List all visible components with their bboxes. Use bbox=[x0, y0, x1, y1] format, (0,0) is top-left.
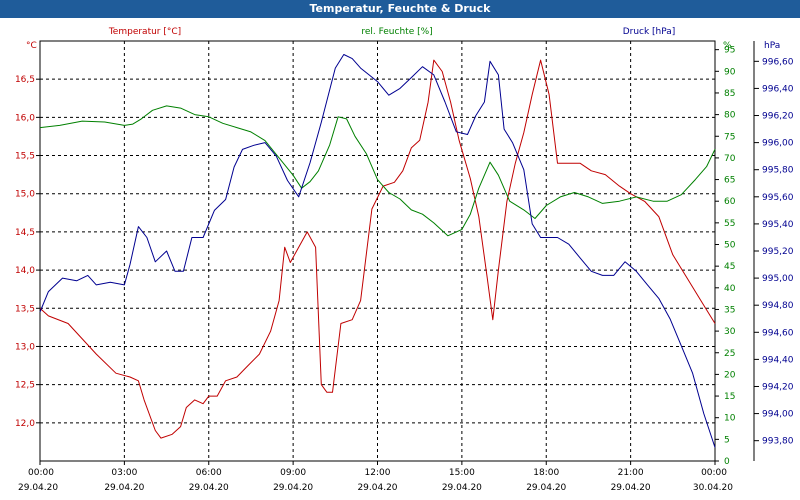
pressure-tick-label: 994,60 bbox=[762, 328, 794, 338]
humidity-tick-label: 5 bbox=[724, 435, 730, 445]
pressure-tick-label: 996,20 bbox=[762, 112, 794, 122]
pressure-tick-label: 994,00 bbox=[762, 410, 794, 420]
temperature-tick-label: 13,0 bbox=[15, 342, 35, 352]
temperature-axis: 12,0 12,5 13,0 13,5 14,0 14,5 15,0 15,5 16,0 16,5 bbox=[15, 75, 40, 429]
humidity-tick-label: 40 bbox=[724, 284, 736, 294]
pressure-tick-label: 995,20 bbox=[762, 247, 794, 257]
humidity-tick-label: 85 bbox=[724, 89, 735, 99]
humidity-tick-label: 70 bbox=[724, 154, 736, 164]
pressure-tick-label: 995,00 bbox=[762, 274, 794, 284]
pressure-tick-label: 994,80 bbox=[762, 301, 794, 311]
series-line-humidity bbox=[39, 105, 716, 237]
date-tick-label: 29.04.20 bbox=[442, 483, 482, 493]
temperature-tick-label: 14,5 bbox=[15, 228, 35, 238]
temperature-tick-label: 13,5 bbox=[15, 304, 35, 314]
pressure-tick-label: 994,20 bbox=[762, 382, 794, 392]
pressure-tick-label: 996,40 bbox=[762, 84, 794, 94]
humidity-axis: 0 5 10 15 20 25 30 35 40 45 50 55 60 65 70 75 80 85 90 95 bbox=[715, 46, 736, 467]
grid-lines bbox=[40, 41, 715, 461]
temperature-tick-label: 16,0 bbox=[15, 113, 35, 123]
pressure-tick-label: 994,40 bbox=[762, 355, 794, 365]
pressure-tick-label: 995,60 bbox=[762, 193, 794, 203]
humidity-tick-label: 55 bbox=[724, 219, 735, 229]
time-tick-label: 12:00 bbox=[365, 468, 391, 478]
pressure-axis-label: Druck [hPa] bbox=[623, 27, 676, 37]
temperature-tick-label: 12,0 bbox=[15, 419, 35, 429]
humidity-tick-label: 0 bbox=[724, 457, 730, 467]
date-tick-label: 29.04.20 bbox=[357, 483, 397, 493]
date-tick-label: 29.04.20 bbox=[18, 483, 58, 493]
humidity-tick-label: 25 bbox=[724, 349, 735, 359]
temperature-axis-label: Temperatur [°C] bbox=[108, 27, 181, 37]
temperature-unit-label: °C bbox=[26, 41, 37, 51]
date-tick-label: 29.04.20 bbox=[611, 483, 651, 493]
humidity-tick-label: 75 bbox=[724, 132, 735, 142]
temperature-tick-label: 16,5 bbox=[15, 75, 35, 85]
humidity-axis-label: rel. Feuchte [%] bbox=[361, 27, 432, 37]
time-tick-label: 03:00 bbox=[111, 468, 137, 478]
pressure-axis: 993,80 994,00 994,20 994,40 994,60 994,80 995,… bbox=[753, 41, 794, 461]
humidity-unit-label: % bbox=[723, 41, 732, 51]
humidity-tick-label: 20 bbox=[724, 370, 736, 380]
humidity-tick-label: 60 bbox=[724, 197, 736, 207]
date-tick-label: 29.04.20 bbox=[273, 483, 313, 493]
pressure-tick-label: 996,60 bbox=[762, 57, 794, 67]
humidity-tick-label: 30 bbox=[724, 327, 736, 337]
temperature-tick-label: 15,5 bbox=[15, 152, 35, 162]
temperature-tick-label: 14,0 bbox=[15, 266, 35, 276]
pressure-tick-label: 995,80 bbox=[762, 166, 794, 176]
time-tick-label: 00:00 bbox=[28, 468, 54, 478]
time-tick-label: 15:00 bbox=[449, 468, 475, 478]
humidity-tick-label: 95 bbox=[724, 46, 735, 56]
time-axis: 00:00 29.04.20 03:00 29.04.20 06:00 29.04.20 0… bbox=[18, 461, 733, 493]
time-tick-label: 09:00 bbox=[280, 468, 306, 478]
time-tick-label: 00:00 bbox=[701, 468, 727, 478]
series-group bbox=[39, 54, 716, 448]
date-tick-label: 29.04.20 bbox=[526, 483, 566, 493]
time-tick-label: 06:00 bbox=[196, 468, 222, 478]
humidity-tick-label: 15 bbox=[724, 392, 735, 402]
temperature-tick-label: 15,0 bbox=[15, 190, 35, 200]
chart-area: 12,0 12,5 13,0 13,5 14,0 14,5 15,0 15,5 16,0 16,5… bbox=[15, 27, 794, 493]
humidity-tick-label: 10 bbox=[724, 414, 736, 424]
series-line-temperature bbox=[39, 59, 716, 439]
humidity-tick-label: 80 bbox=[724, 111, 736, 121]
window-title: Temperatur, Feuchte & Druck bbox=[0, 0, 800, 18]
pressure-tick-label: 996,00 bbox=[762, 139, 794, 149]
humidity-tick-label: 50 bbox=[724, 241, 736, 251]
pressure-unit-label: hPa bbox=[764, 41, 780, 51]
date-tick-label: 29.04.20 bbox=[189, 483, 229, 493]
humidity-tick-label: 65 bbox=[724, 176, 735, 186]
date-tick-label: 29.04.20 bbox=[104, 483, 144, 493]
temperature-tick-label: 12,5 bbox=[15, 381, 35, 391]
humidity-tick-label: 35 bbox=[724, 305, 735, 315]
time-tick-label: 18:00 bbox=[533, 468, 559, 478]
pressure-tick-label: 995,40 bbox=[762, 220, 794, 230]
pressure-tick-label: 993,80 bbox=[762, 437, 794, 447]
date-tick-label: 30.04.20 bbox=[693, 483, 733, 493]
series-line-pressure bbox=[39, 54, 716, 448]
time-tick-label: 21:00 bbox=[618, 468, 644, 478]
humidity-tick-label: 45 bbox=[724, 262, 735, 272]
humidity-tick-label: 90 bbox=[724, 67, 736, 77]
